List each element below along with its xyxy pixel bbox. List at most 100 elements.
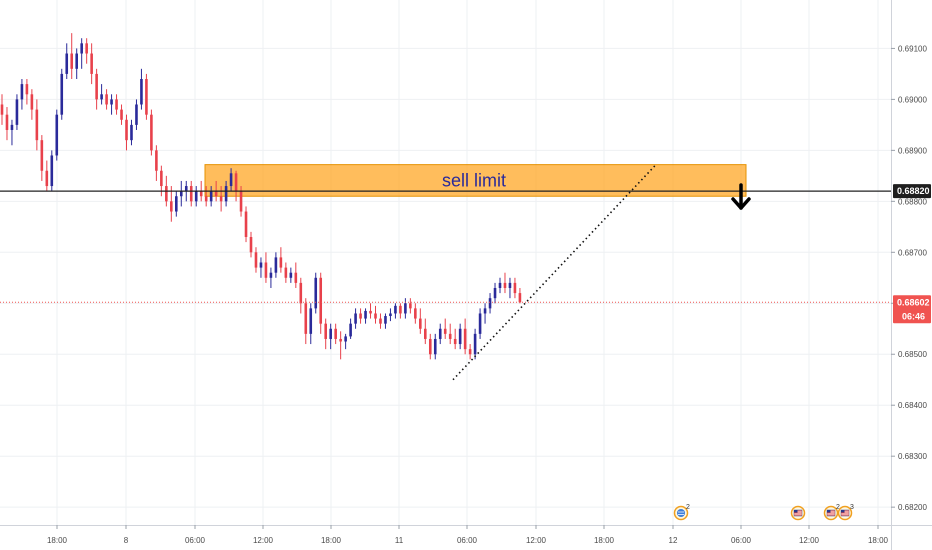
candle bbox=[443, 318, 447, 339]
candle-body bbox=[249, 237, 253, 253]
candle-body bbox=[0, 104, 4, 115]
candle-body bbox=[329, 328, 332, 339]
candle bbox=[324, 318, 327, 350]
candle-body bbox=[229, 173, 233, 187]
candle-body bbox=[145, 79, 148, 115]
level-price-label: 0.68820 bbox=[897, 186, 930, 196]
candle bbox=[125, 114, 128, 151]
candle bbox=[508, 277, 512, 299]
flag-icon[interactable]: 2 bbox=[823, 504, 841, 521]
candle-body bbox=[100, 94, 103, 100]
candle-body bbox=[55, 114, 59, 156]
candle-body bbox=[344, 336, 347, 342]
candle-body bbox=[493, 287, 497, 299]
flag-stripes bbox=[827, 510, 835, 516]
candle-body bbox=[165, 186, 168, 202]
candle-body bbox=[399, 305, 402, 314]
candle bbox=[209, 186, 213, 207]
candle-body bbox=[478, 313, 482, 334]
candle bbox=[110, 94, 113, 115]
flag-stripes bbox=[794, 510, 802, 516]
candle bbox=[438, 323, 442, 345]
candle-body bbox=[70, 53, 74, 69]
candle-body bbox=[354, 313, 357, 324]
candle bbox=[55, 109, 59, 161]
candle bbox=[155, 145, 158, 181]
candle bbox=[90, 43, 93, 85]
candle-body bbox=[25, 84, 29, 95]
flag-icon[interactable]: 3 bbox=[837, 504, 855, 521]
candle-body bbox=[319, 277, 323, 324]
candle bbox=[249, 231, 253, 258]
candle-body bbox=[115, 99, 118, 110]
candle bbox=[175, 191, 178, 217]
candle-body bbox=[110, 99, 113, 105]
candle-body bbox=[80, 43, 83, 54]
candle-body bbox=[518, 293, 522, 303]
candle bbox=[428, 333, 432, 360]
candle-body bbox=[199, 191, 203, 197]
candle-body bbox=[125, 119, 128, 141]
candle bbox=[15, 94, 19, 130]
candle bbox=[339, 331, 342, 360]
candle-body bbox=[279, 257, 283, 268]
candle bbox=[234, 170, 238, 202]
price-tick-label: 0.68300 bbox=[898, 452, 927, 461]
candle bbox=[493, 282, 497, 304]
time-axis[interactable]: 18:00 8 06:00 12:00 18:00 11 06:00 12:00 18:00 12… bbox=[47, 525, 889, 545]
candle bbox=[384, 313, 387, 329]
candle-body bbox=[160, 170, 163, 187]
candle bbox=[369, 303, 372, 319]
time-tick-label: 11 bbox=[395, 536, 404, 545]
candle bbox=[304, 298, 308, 345]
candle-body bbox=[5, 114, 9, 130]
candle-countdown: 06:46 bbox=[902, 311, 925, 321]
candle-body bbox=[155, 150, 158, 171]
candle bbox=[374, 305, 377, 324]
candle-body bbox=[30, 94, 34, 110]
price-tick-label: 0.68800 bbox=[898, 197, 927, 206]
candle-body bbox=[488, 298, 492, 309]
candle-body bbox=[458, 328, 462, 345]
level-price-tag: 0.68820 bbox=[893, 184, 931, 199]
event-count: 2 bbox=[686, 504, 690, 511]
candle bbox=[135, 99, 138, 130]
candle bbox=[80, 38, 83, 69]
time-tick-label: 06:00 bbox=[457, 536, 478, 545]
current-price-label: 0.68602 bbox=[897, 297, 930, 307]
candle-body bbox=[424, 328, 427, 339]
candle bbox=[404, 298, 407, 319]
candle bbox=[30, 89, 34, 120]
candle bbox=[70, 33, 74, 80]
candle-body bbox=[359, 313, 362, 319]
candle-body bbox=[503, 282, 507, 288]
event-count: 2 bbox=[836, 504, 840, 511]
candle bbox=[433, 333, 437, 360]
candle-body bbox=[224, 186, 228, 202]
candle-body bbox=[394, 305, 397, 314]
price-tick-label: 0.68400 bbox=[898, 401, 927, 410]
candle bbox=[120, 104, 123, 125]
candle bbox=[513, 277, 517, 299]
candle-body bbox=[150, 114, 153, 151]
candle bbox=[468, 344, 472, 360]
candle-body bbox=[179, 191, 183, 197]
candle bbox=[10, 119, 14, 146]
candle-body bbox=[443, 328, 447, 334]
candle bbox=[463, 318, 467, 355]
time-tick-label: 12:00 bbox=[526, 536, 547, 545]
globe-icon[interactable]: 2 bbox=[673, 504, 691, 521]
candle bbox=[409, 298, 412, 314]
flag-icon[interactable] bbox=[790, 505, 806, 521]
time-tick-label: 18:00 bbox=[594, 536, 615, 545]
economic-events[interactable]: 2 2 3 bbox=[673, 504, 855, 521]
candle bbox=[179, 180, 183, 207]
candle bbox=[264, 252, 268, 283]
candle bbox=[25, 79, 29, 105]
candle bbox=[354, 308, 357, 329]
candle-body bbox=[10, 124, 14, 130]
arrow-head bbox=[731, 197, 751, 210]
candle bbox=[50, 150, 54, 192]
candle-body bbox=[264, 262, 268, 278]
